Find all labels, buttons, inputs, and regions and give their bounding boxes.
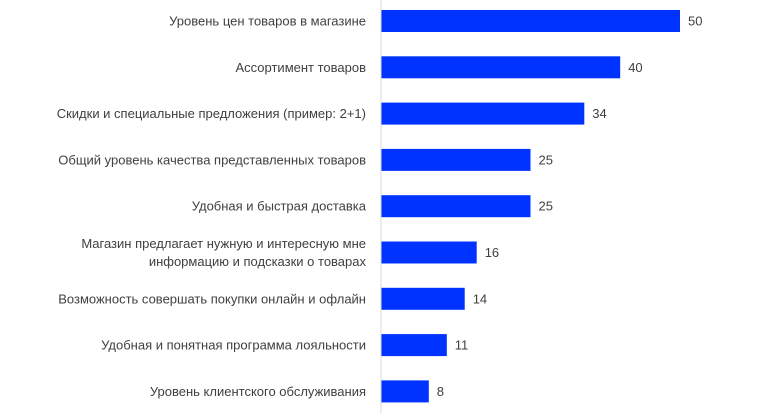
category-label-line: Удобная и быстрая доставка (192, 199, 367, 214)
value-labels: 50 40 34 25 25 16 14 11 8 (437, 14, 703, 399)
bar (381, 10, 680, 32)
category-labels: Уровень цен товаров в магазине Ассортимен… (57, 14, 367, 399)
bars-group (381, 10, 680, 403)
bar (381, 148, 531, 171)
category-label-line: информацию и подсказки о товарах (149, 254, 367, 269)
category-label: Уровень клиентского обслуживания (150, 384, 366, 399)
category-label-line: Скидки и специальные предложения (пример… (57, 106, 366, 121)
data-label: 16 (485, 245, 499, 260)
data-label: 25 (539, 152, 553, 167)
category-label: Магазин предлагает нужную и интересную м… (81, 236, 366, 269)
category-label-line: Ассортимент товаров (235, 60, 366, 75)
bar (381, 287, 465, 310)
category-label-line: Удобная и понятная программа лояльности (101, 338, 366, 353)
category-label-line: Уровень цен товаров в магазине (169, 14, 366, 29)
data-label: 8 (437, 384, 444, 399)
data-label: 40 (628, 60, 642, 75)
bar (381, 102, 585, 125)
category-label: Общий уровень качества представленных то… (58, 152, 366, 167)
bar (381, 334, 447, 357)
category-label-line: Возможность совершать покупки онлайн и о… (58, 291, 366, 306)
category-label: Удобная и понятная программа лояльности (101, 338, 366, 353)
category-label: Ассортимент товаров (235, 60, 366, 75)
bar (381, 56, 621, 79)
data-label: 50 (688, 14, 702, 29)
bar (381, 241, 477, 264)
category-label: Скидки и специальные предложения (пример… (57, 106, 366, 121)
category-label-line: Магазин предлагает нужную и интересную м… (81, 236, 366, 251)
data-label: 14 (473, 291, 487, 306)
data-label: 34 (592, 106, 606, 121)
data-label: 11 (455, 338, 469, 353)
data-label: 25 (539, 199, 553, 214)
category-label: Удобная и быстрая доставка (192, 199, 367, 214)
bar (381, 380, 429, 403)
category-label: Уровень цен товаров в магазине (169, 14, 366, 29)
bar (381, 195, 531, 218)
category-label-line: Уровень клиентского обслуживания (150, 384, 366, 399)
category-label-line: Общий уровень качества представленных то… (58, 152, 366, 167)
category-label: Возможность совершать покупки онлайн и о… (58, 291, 366, 306)
